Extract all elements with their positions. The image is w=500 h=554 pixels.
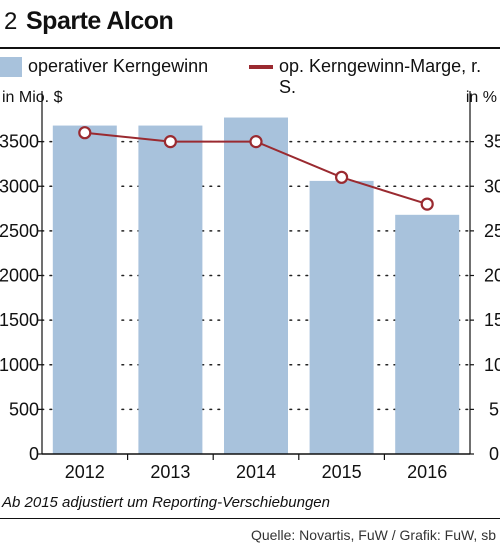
legend-line-label: op. Kerngewinn-Marge, r. S. bbox=[279, 56, 482, 97]
bar-2012 bbox=[52, 125, 117, 454]
y-tick-label-right-15: 15 bbox=[484, 310, 500, 330]
legend: operativer Kerngewinn op. Kerngewinn-Mar… bbox=[0, 55, 500, 97]
y-tick-label-left-3500: 3500 bbox=[0, 132, 39, 152]
y-tick-label-left-2000: 2000 bbox=[0, 266, 39, 286]
y-tick-label-right-5: 5 bbox=[489, 399, 499, 419]
margin-point-2012 bbox=[78, 126, 92, 140]
header-divider bbox=[0, 47, 500, 49]
y-tick-label-right-30: 30 bbox=[484, 176, 500, 196]
footnote: Ab 2015 adjustiert um Reporting-Verschie… bbox=[2, 494, 330, 511]
x-tick-label-2015: 2015 bbox=[322, 462, 362, 482]
bar-2014 bbox=[224, 117, 288, 454]
y-tick-label-right-0: 0 bbox=[489, 444, 499, 464]
y-tick-label-right-10: 10 bbox=[484, 355, 500, 375]
bar-2013 bbox=[138, 125, 203, 454]
bar-2016 bbox=[395, 214, 460, 454]
source-credit: Quelle: Novartis, FuW / Grafik: FuW, sb bbox=[250, 527, 496, 543]
margin-point-2016 bbox=[420, 197, 434, 211]
margin-point-2015 bbox=[335, 170, 349, 184]
footer-divider bbox=[0, 518, 500, 519]
y-axis-left-unit: in Mio. $ bbox=[2, 89, 63, 106]
bar-2015 bbox=[309, 180, 374, 454]
chart-title: Sparte Alcon bbox=[26, 7, 174, 35]
y-tick-label-right-25: 25 bbox=[484, 221, 500, 241]
y-tick-label-left-1500: 1500 bbox=[0, 310, 39, 330]
y-tick-label-left-2500: 2500 bbox=[0, 221, 39, 241]
y-tick-label-left-1000: 1000 bbox=[0, 355, 39, 375]
y-tick-label-left-500: 500 bbox=[9, 399, 39, 419]
y-tick-label-left-3000: 3000 bbox=[0, 176, 39, 196]
chart-number: 2 bbox=[4, 8, 18, 35]
margin-point-2014 bbox=[249, 135, 263, 149]
x-tick-label-2014: 2014 bbox=[236, 462, 276, 482]
x-tick-label-2016: 2016 bbox=[407, 462, 447, 482]
chart-header: 2 Sparte Alcon bbox=[0, 0, 500, 48]
y-axis-right-unit: in % bbox=[466, 89, 497, 106]
y-tick-label-right-35: 35 bbox=[484, 132, 500, 152]
x-tick-label-2012: 2012 bbox=[65, 462, 105, 482]
y-tick-label-right-20: 20 bbox=[484, 266, 500, 286]
legend-bar-swatch bbox=[0, 57, 22, 77]
legend-bar-label: operativer Kerngewinn bbox=[28, 56, 209, 76]
x-tick-label-2013: 2013 bbox=[150, 462, 190, 482]
y-tick-label-left-0: 0 bbox=[29, 444, 39, 464]
margin-point-2013 bbox=[163, 135, 177, 149]
legend-line-swatch bbox=[249, 65, 273, 69]
